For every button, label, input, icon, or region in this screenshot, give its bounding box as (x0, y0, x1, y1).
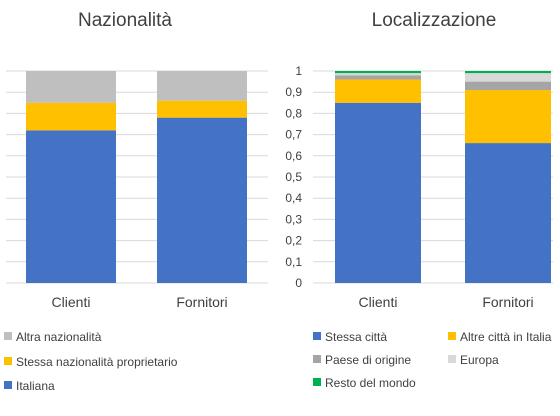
bar-segment (465, 73, 551, 82)
legend-label: Altra nazionalità (16, 330, 102, 344)
legend-label: Europa (460, 353, 499, 367)
x-category-label: Clienti (359, 294, 398, 310)
legend-swatch (313, 332, 321, 340)
bar-segment (465, 81, 551, 91)
bar-segment (335, 71, 421, 74)
bar-segment (26, 130, 116, 283)
y-tick-label: 0,9 (285, 85, 302, 99)
legend-swatch (4, 357, 12, 365)
bar-segment (335, 79, 421, 103)
bar-segment (157, 100, 247, 118)
y-tick-label: 1 (295, 64, 302, 78)
y-tick-label: 0,5 (285, 170, 302, 184)
legend-swatch (313, 355, 321, 363)
legend-label: Stessa nazionalità proprietario (16, 355, 178, 369)
legend-label: Paese di origine (325, 353, 411, 367)
bar-segment (26, 71, 116, 103)
y-tick-label: 0 (295, 276, 302, 290)
y-tick-label: 0,7 (285, 128, 302, 142)
y-tick-label: 0,6 (285, 149, 302, 163)
bar-segment (465, 71, 551, 74)
bar-segment (465, 143, 551, 283)
chart-title: Localizzazione (372, 10, 497, 31)
x-category-label: Fornitori (176, 294, 227, 310)
chart-nazionalita: Nazionalità Clienti Fornitori Italiana Stes… (4, 10, 268, 393)
bar-segment (157, 117, 247, 283)
legend-label: Altre città in Italia (460, 330, 552, 344)
x-category-label: Clienti (52, 294, 91, 310)
y-tick-label: 0,4 (285, 191, 302, 205)
bar-segment (335, 75, 421, 80)
bar-segment (157, 71, 247, 101)
legend-label: Italiana (16, 379, 55, 393)
x-category-label: Fornitori (482, 294, 533, 310)
y-tick-label: 0,2 (285, 234, 302, 248)
legend-swatch (313, 378, 321, 386)
legend-swatch (448, 355, 456, 363)
y-tick-label: 0,8 (285, 106, 302, 120)
legend-label: Stessa città (325, 330, 387, 344)
legend-swatch (448, 332, 456, 340)
bar-segment (335, 102, 421, 283)
y-tick-label: 0,1 (285, 255, 302, 269)
chart-title: Nazionalità (78, 10, 172, 31)
bar-segment (335, 73, 421, 76)
y-tick-label: 0,3 (285, 212, 302, 226)
bar-segment (465, 90, 551, 144)
legend-swatch (4, 332, 12, 340)
legend-label: Resto del mondo (325, 376, 416, 390)
bar-segment (26, 102, 116, 131)
legend-swatch (4, 381, 12, 389)
chart-localizzazione: Localizzazione 0 0,1 0,2 0,3 0,4 0,5 0,6 0,7 0,8… (285, 10, 553, 390)
